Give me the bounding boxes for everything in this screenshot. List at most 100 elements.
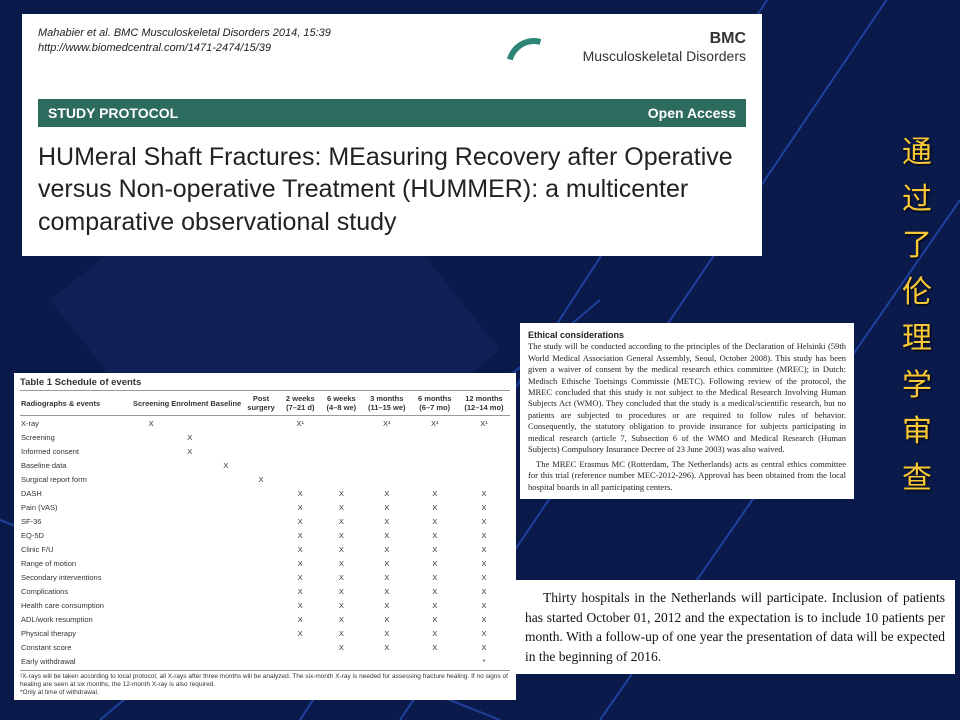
table-cell	[362, 458, 411, 472]
table-cell: Baseline data	[20, 458, 132, 472]
table-cell	[209, 584, 242, 598]
table-cell	[170, 500, 209, 514]
table-row: ScreeningX	[20, 430, 510, 444]
table-cell: X	[280, 542, 321, 556]
chinese-char: 伦	[902, 270, 932, 317]
table-col-header: 6 months (6–7 mo)	[411, 391, 457, 416]
table-cell	[321, 472, 362, 486]
ethics-panel: Ethical considerations The study will be…	[520, 323, 854, 499]
table-cell: X	[321, 640, 362, 654]
table-cell	[242, 556, 280, 570]
table-cell	[132, 500, 170, 514]
chinese-char: 学	[902, 363, 932, 410]
hospitals-text: Thirty hospitals in the Netherlands will…	[525, 590, 945, 664]
table-cell	[170, 570, 209, 584]
table-row: EQ-5DXXXXX	[20, 528, 510, 542]
table-cell: X	[321, 626, 362, 640]
table-col-header: Radiographs & events	[20, 391, 132, 416]
table-cell	[132, 612, 170, 626]
table-cell: X	[411, 640, 457, 654]
table-cell: EQ-5D	[20, 528, 132, 542]
table-cell	[411, 444, 457, 458]
table-cell: X	[280, 486, 321, 500]
table-cell	[132, 584, 170, 598]
table-cell	[170, 528, 209, 542]
table-cell: X	[280, 598, 321, 612]
table-cell: X	[458, 528, 510, 542]
table-cell	[132, 528, 170, 542]
table-row: Range of motionXXXXX	[20, 556, 510, 570]
open-access-label: Open Access	[648, 105, 736, 121]
table-cell: Complications	[20, 584, 132, 598]
table-cell	[209, 528, 242, 542]
table-cell: Informed consent	[20, 444, 132, 458]
table-cell: X	[362, 584, 411, 598]
table-cell: X	[280, 570, 321, 584]
table-cell	[242, 500, 280, 514]
table-cell: X	[362, 640, 411, 654]
table-cell	[170, 458, 209, 472]
table-row: Informed consent X	[20, 444, 510, 458]
table-cell: X	[321, 500, 362, 514]
footnote-1: ¹X-rays will be taken according to local…	[20, 673, 510, 689]
table-cell: X	[362, 486, 411, 500]
table-cell: X	[411, 486, 457, 500]
table-cell: X¹	[458, 416, 510, 431]
table-cell	[170, 612, 209, 626]
table-cell: X	[458, 570, 510, 584]
table-cell: DASH	[20, 486, 132, 500]
table-cell	[362, 444, 411, 458]
table-cell: X	[458, 584, 510, 598]
table-cell: X¹	[362, 416, 411, 431]
table-cell: X	[411, 528, 457, 542]
table-cell	[132, 654, 170, 668]
ethics-para-2: The MREC Erasmus MC (Rotterdam, The Neth…	[528, 459, 846, 493]
table-cell: X	[458, 598, 510, 612]
table-col-header: 2 weeks (7–21 d)	[280, 391, 321, 416]
chinese-char: 理	[902, 316, 932, 363]
table-cell: X	[280, 612, 321, 626]
table-cell: X	[411, 514, 457, 528]
article-title: HUMeral Shaft Fractures: MEasuring Recov…	[38, 141, 746, 239]
table-cell: Secondary interventions	[20, 570, 132, 584]
table-row: Physical therapyXXXXX	[20, 626, 510, 640]
bmc-text: BMC	[710, 30, 746, 47]
table-cell	[242, 598, 280, 612]
table-cell	[321, 416, 362, 431]
article-header-panel: Mahabier et al. BMC Musculoskeletal Diso…	[22, 14, 762, 256]
table-cell	[170, 556, 209, 570]
table-cell	[242, 584, 280, 598]
side-chinese-text: 通过了伦理学审查	[902, 130, 932, 502]
table-cell: X	[170, 444, 209, 458]
table-cell	[280, 444, 321, 458]
table-cell	[170, 486, 209, 500]
table-cell: X	[458, 556, 510, 570]
table-cell	[170, 626, 209, 640]
table-cell: X	[321, 528, 362, 542]
table-row: Early withdrawal*	[20, 654, 510, 668]
table-cell	[242, 654, 280, 668]
table-cell: ADL/work resumption	[20, 612, 132, 626]
table-cell: X	[411, 542, 457, 556]
table-cell	[170, 472, 209, 486]
table-cell	[458, 444, 510, 458]
table-cell	[209, 556, 242, 570]
table-row: Surgical report formX	[20, 472, 510, 486]
table-cell: X	[458, 612, 510, 626]
table-cell	[280, 430, 321, 444]
table-cell: X	[362, 570, 411, 584]
table-cell	[132, 570, 170, 584]
hospitals-panel: Thirty hospitals in the Netherlands will…	[515, 580, 955, 674]
table-cell: X	[362, 612, 411, 626]
table-cell: X	[411, 500, 457, 514]
table-cell: X	[321, 598, 362, 612]
table-cell	[170, 640, 209, 654]
table-cell	[242, 626, 280, 640]
chinese-char: 查	[902, 456, 932, 503]
table-cell	[209, 640, 242, 654]
table-cell	[411, 472, 457, 486]
table-col-header: 6 weeks (4–8 we)	[321, 391, 362, 416]
table-row: Health care consumptionXXXXX	[20, 598, 510, 612]
table-cell: X	[280, 528, 321, 542]
chinese-char: 通	[902, 130, 932, 177]
